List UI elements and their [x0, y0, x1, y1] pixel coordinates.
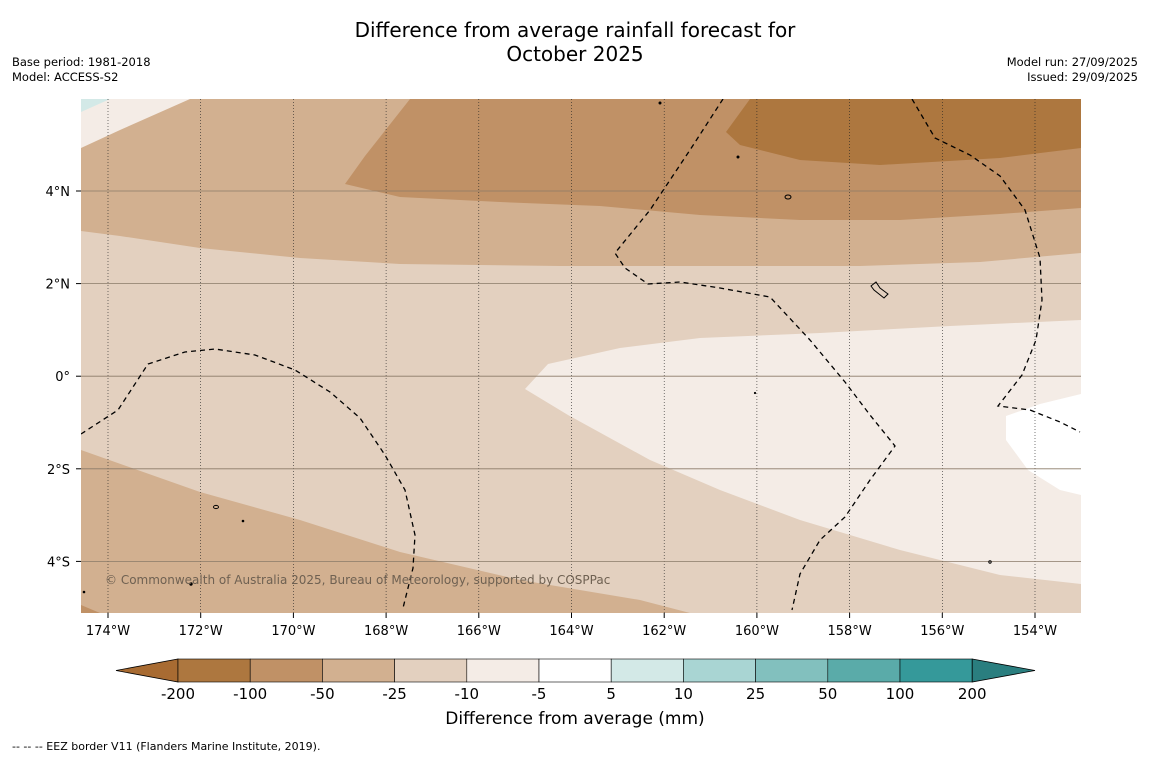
island	[189, 582, 193, 586]
island	[241, 519, 245, 523]
island	[82, 590, 86, 594]
colorbar-segment	[755, 658, 829, 683]
lon-label: 168°W	[364, 624, 408, 639]
eez-legend: -- -- -- EEZ border V11 (Flanders Marine…	[12, 740, 321, 753]
lon-label: 166°W	[457, 624, 501, 639]
lat-label: 4°S	[47, 555, 70, 570]
model-run: Model run: 27/09/2025	[1006, 55, 1138, 69]
map-fill-layer	[81, 99, 1081, 613]
eez-borders	[81, 99, 1081, 611]
lon-label: 174°W	[86, 624, 130, 639]
fill-band-pale-east	[525, 320, 1081, 584]
axis-labels: 174°W 172°W 170°W 168°W 166°W 164°W 162°W 160°W…	[46, 185, 1058, 639]
colorbar-tick: -5	[532, 685, 547, 703]
colorbar-tick: -100	[233, 685, 267, 703]
lat-label: 4°N	[46, 185, 71, 200]
issued-date: Issued: 29/09/2025	[1027, 70, 1138, 84]
lon-label: 164°W	[549, 624, 593, 639]
colorbar: -200 -100 -50 -25 -10 -5 5 10 25 50 100 200	[115, 658, 1036, 703]
eez-border-west	[81, 348, 416, 609]
lon-label: 156°W	[920, 624, 964, 639]
colorbar-segment	[177, 658, 251, 683]
colorbar-tick: -25	[382, 685, 407, 703]
island	[753, 391, 757, 395]
colorbar-tick: -10	[455, 685, 480, 703]
fill-band-dark-brown	[726, 99, 1081, 165]
colorbar-tick: 25	[746, 685, 765, 703]
base-period: Base period: 1981-2018	[12, 55, 151, 69]
colorbar-segment	[683, 658, 756, 683]
fill-band-tan-sw	[81, 450, 690, 613]
colorbar-segment	[322, 658, 395, 683]
colorbar-tick: 100	[886, 685, 915, 703]
fill-band-white-east	[1006, 394, 1081, 495]
island	[870, 281, 889, 299]
copyright-text: © Commonwealth of Australia 2025, Bureau…	[105, 573, 610, 587]
lon-label: 160°W	[735, 624, 779, 639]
colorbar-segment	[394, 658, 468, 683]
lat-label: 2°S	[47, 463, 70, 478]
colorbar-segment	[538, 658, 612, 683]
eez-border-east	[911, 99, 1081, 433]
eez-border-center	[614, 99, 896, 611]
lat-label: 2°N	[46, 278, 71, 293]
colorbar-tick: -200	[161, 685, 195, 703]
colorbar-extend-high	[971, 658, 1036, 683]
meta-left: Base period: 1981-2018 Model: ACCESS-S2	[12, 55, 151, 85]
lat-label: 0°	[55, 370, 70, 385]
lon-label: 170°W	[271, 624, 315, 639]
island	[988, 560, 992, 564]
colorbar-tick: 200	[958, 685, 987, 703]
grid-lines	[81, 99, 1081, 613]
colorbar-tick: -50	[310, 685, 335, 703]
colorbar-tick: 10	[674, 685, 693, 703]
island	[213, 504, 219, 510]
colorbar-segment	[249, 658, 323, 683]
lon-label: 154°W	[1013, 624, 1057, 639]
chart-title-line1: Difference from average rainfall forecas…	[354, 18, 796, 42]
colorbar-tick: 5	[606, 685, 616, 703]
island	[736, 155, 740, 159]
meta-right: Model run: 27/09/2025 Issued: 29/09/2025	[1007, 55, 1138, 85]
fill-band-brown-sw	[81, 605, 100, 613]
model-name: Model: ACCESS-S2	[12, 70, 119, 84]
colorbar-label: Difference from average (mm)	[445, 709, 705, 729]
lon-label: 172°W	[179, 624, 223, 639]
island	[784, 194, 792, 200]
colorbar-segment	[827, 658, 901, 683]
colorbar-segment	[899, 658, 973, 683]
colorbar-extend-low	[115, 658, 179, 683]
lon-label: 158°W	[828, 624, 872, 639]
colorbar-tick: 50	[818, 685, 837, 703]
chart-title: Difference from average rainfall forecas…	[0, 18, 1150, 66]
islands	[82, 101, 992, 594]
colorbar-segment	[466, 658, 540, 683]
island	[658, 101, 662, 105]
fill-band-teal-nw	[81, 99, 110, 112]
chart-title-line2: October 2025	[506, 42, 644, 66]
lon-label: 162°W	[642, 624, 686, 639]
colorbar-segment	[610, 658, 684, 683]
